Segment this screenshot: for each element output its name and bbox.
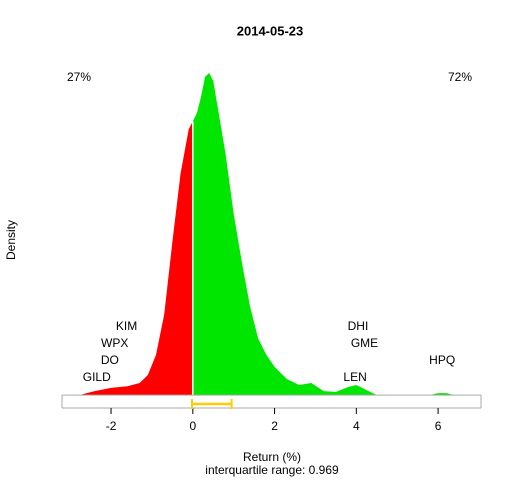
ticker-label: LEN — [343, 370, 366, 384]
ticker-label: DO — [101, 353, 119, 367]
percentage-label: 72% — [448, 70, 472, 84]
subtitle: interquartile range: 0.969 — [205, 463, 339, 477]
density-area — [192, 72, 455, 396]
ticker-label: WPX — [101, 336, 128, 350]
percentage-label: 27% — [67, 70, 91, 84]
x-axis-label: Return (%) — [243, 450, 301, 464]
x-tick-label: 2 — [271, 419, 278, 433]
ticker-label: GME — [351, 336, 378, 350]
ticker-label: HPQ — [429, 353, 455, 367]
ticker-label: KIM — [116, 319, 137, 333]
x-tick-label: 6 — [435, 419, 442, 433]
density-area — [82, 121, 193, 396]
x-tick-label: -2 — [106, 419, 117, 433]
ticker-label: DHI — [348, 319, 369, 333]
chart-title: 2014-05-23 — [237, 23, 304, 38]
y-axis-label: Density — [4, 220, 18, 260]
x-tick-label: 4 — [353, 419, 360, 433]
x-tick-label: 0 — [189, 419, 196, 433]
ticker-label: GILD — [83, 370, 111, 384]
